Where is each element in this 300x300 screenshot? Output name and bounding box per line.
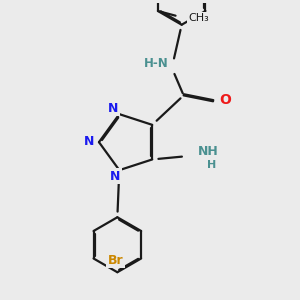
Text: NH: NH — [197, 145, 218, 158]
Text: H: H — [207, 160, 216, 170]
Text: N: N — [84, 135, 94, 148]
Text: H-N: H-N — [144, 58, 169, 70]
Text: Br: Br — [108, 254, 124, 267]
Text: N: N — [110, 169, 121, 182]
Text: O: O — [219, 93, 231, 107]
Text: CH₃: CH₃ — [188, 13, 209, 23]
Text: N: N — [108, 102, 118, 115]
